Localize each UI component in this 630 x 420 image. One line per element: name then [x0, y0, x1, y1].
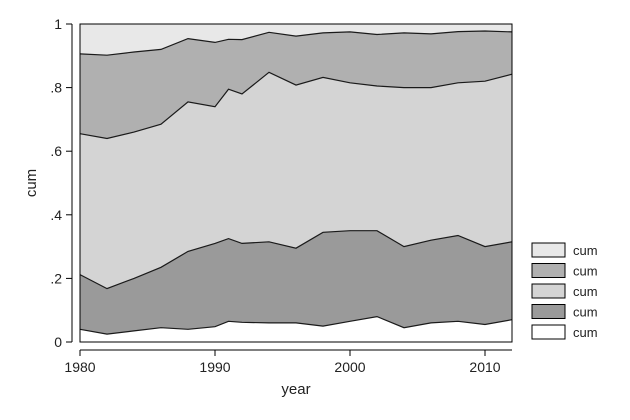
legend-swatch	[531, 263, 566, 278]
legend-label: cum	[573, 325, 598, 340]
area-band-2	[80, 230, 512, 335]
legend-label: cum	[573, 305, 598, 320]
y-tick-label: .6	[50, 143, 62, 159]
area-band-1	[80, 316, 512, 342]
y-tick-label: 1	[54, 16, 62, 32]
y-axis: 0 .2 .4 .6 .8 1	[50, 16, 73, 350]
area-band-3	[80, 72, 512, 289]
legend-swatch	[531, 324, 566, 340]
x-tick-label: 2010	[469, 359, 500, 375]
y-tick-label: 0	[54, 334, 62, 350]
series-line-2	[79, 230, 513, 290]
x-axis: 1980 1990 2000 2010	[64, 349, 512, 375]
area-band-5	[80, 24, 512, 56]
series-line-1	[79, 315, 513, 335]
legend-label: cum	[573, 264, 598, 279]
series-line-3	[79, 71, 513, 140]
legend-label: cum	[573, 243, 598, 258]
y-tick-label: .8	[50, 80, 62, 96]
x-axis-title: year	[281, 381, 310, 398]
legend-swatch	[531, 242, 566, 258]
y-axis-title: cum	[23, 169, 40, 197]
series-line-4	[79, 30, 513, 56]
y-tick-label: .4	[50, 207, 62, 223]
x-tick-label: 2000	[334, 359, 365, 375]
legend-swatch	[531, 304, 566, 319]
legend-swatch	[531, 283, 566, 299]
area-layer	[79, 24, 513, 342]
legend-label: cum	[573, 284, 598, 299]
plot-frame	[79, 23, 513, 343]
legend: cum cum cum cum cum	[531, 242, 598, 340]
x-tick-label: 1980	[64, 359, 95, 375]
y-tick-label: .2	[50, 270, 62, 286]
x-tick-label: 1990	[199, 359, 230, 375]
